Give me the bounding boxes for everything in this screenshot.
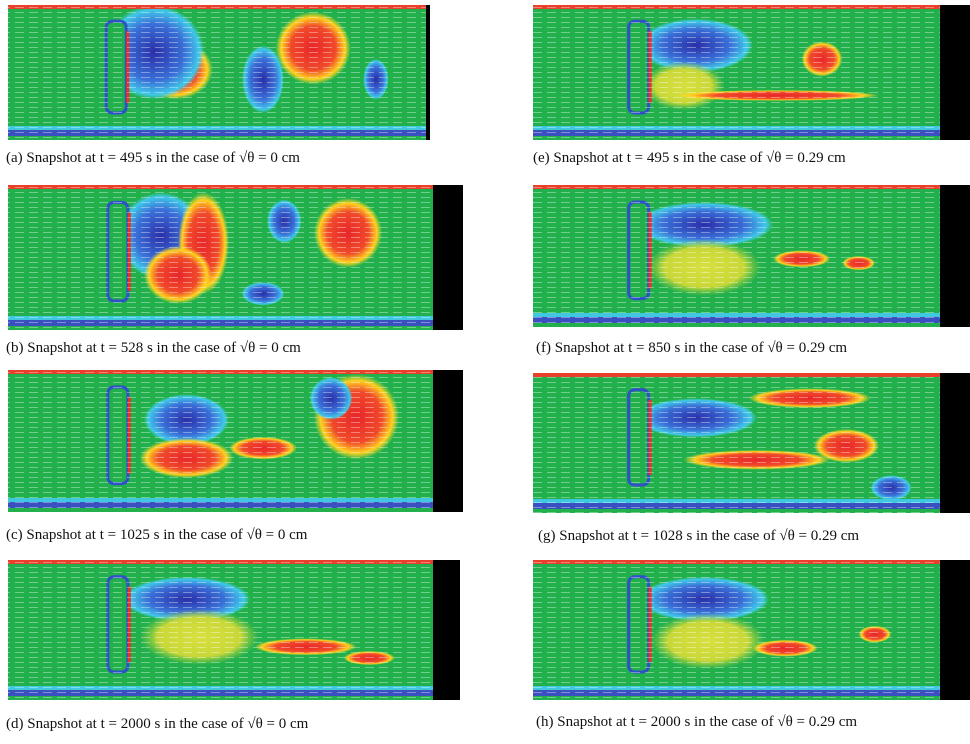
snapshot-image bbox=[8, 5, 430, 140]
caption: (h) Snapshot at t = 2000 s in the case o… bbox=[536, 714, 858, 730]
streamlines bbox=[8, 370, 433, 512]
caption: (a) Snapshot at t = 495 s in the case of… bbox=[6, 150, 300, 166]
snapshot-image bbox=[533, 5, 970, 140]
streamlines bbox=[533, 5, 940, 140]
caption: (c) Snapshot at t = 1025 s in the case o… bbox=[6, 527, 308, 543]
snapshot-image bbox=[533, 560, 970, 700]
caption: (d) Snapshot at t = 2000 s in the case o… bbox=[6, 716, 309, 732]
snapshot-image bbox=[533, 185, 970, 327]
snapshot-image bbox=[533, 373, 970, 513]
caption: (g) Snapshot at t = 1028 s in the case o… bbox=[538, 528, 860, 544]
streamlines bbox=[8, 5, 426, 140]
streamlines bbox=[533, 185, 940, 327]
caption: (b) Snapshot at t = 528 s in the case of… bbox=[6, 340, 301, 356]
streamlines bbox=[533, 373, 940, 513]
streamlines bbox=[8, 185, 433, 330]
snapshot-image bbox=[8, 560, 460, 700]
streamlines bbox=[533, 560, 940, 700]
snapshot-image bbox=[8, 185, 463, 330]
caption: (e) Snapshot at t = 495 s in the case of… bbox=[533, 150, 846, 166]
caption: (f) Snapshot at t = 850 s in the case of… bbox=[536, 340, 848, 356]
streamlines bbox=[8, 560, 433, 700]
snapshot-image bbox=[8, 370, 463, 512]
